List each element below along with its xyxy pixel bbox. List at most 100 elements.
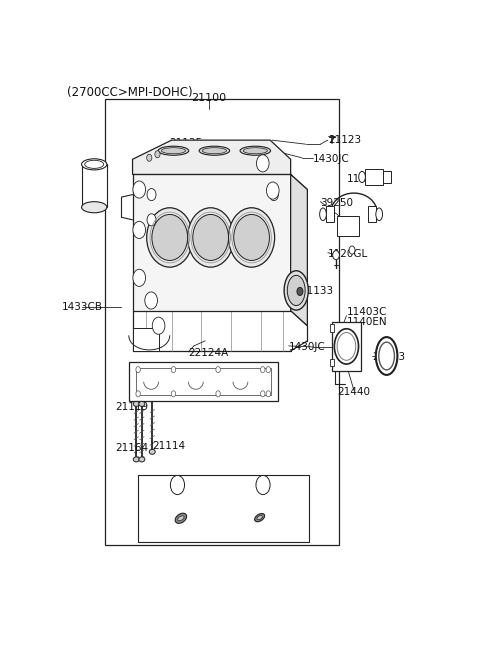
- Text: 1120GL: 1120GL: [328, 249, 368, 259]
- Circle shape: [136, 391, 140, 397]
- Ellipse shape: [158, 146, 189, 155]
- Text: 11403C: 11403C: [347, 307, 387, 317]
- Text: b: b: [260, 159, 265, 168]
- Text: 1430JC: 1430JC: [313, 155, 350, 164]
- Ellipse shape: [376, 208, 383, 221]
- Circle shape: [133, 181, 145, 198]
- Ellipse shape: [178, 516, 184, 521]
- Ellipse shape: [240, 146, 271, 155]
- Bar: [383, 171, 391, 183]
- Bar: [330, 324, 334, 332]
- Circle shape: [147, 189, 156, 200]
- Ellipse shape: [149, 449, 155, 455]
- Circle shape: [152, 317, 165, 334]
- Circle shape: [216, 367, 220, 373]
- Ellipse shape: [202, 147, 227, 154]
- Text: 21133: 21133: [300, 286, 333, 297]
- Circle shape: [133, 269, 145, 286]
- Circle shape: [147, 155, 152, 161]
- Text: (2700CC>MPI-DOHC): (2700CC>MPI-DOHC): [67, 86, 193, 99]
- Ellipse shape: [337, 333, 356, 360]
- Circle shape: [256, 155, 269, 172]
- Ellipse shape: [284, 271, 308, 310]
- Ellipse shape: [193, 214, 228, 261]
- Ellipse shape: [139, 402, 145, 406]
- FancyBboxPatch shape: [135, 368, 271, 396]
- Text: 21164: 21164: [115, 443, 148, 453]
- Ellipse shape: [335, 329, 359, 364]
- Ellipse shape: [188, 208, 234, 267]
- Ellipse shape: [243, 147, 267, 154]
- Text: 21100: 21100: [191, 93, 227, 103]
- Text: 1140AA: 1140AA: [347, 174, 387, 185]
- Ellipse shape: [257, 515, 262, 519]
- Text: 1433CB: 1433CB: [62, 301, 103, 312]
- Text: b: b: [156, 321, 161, 330]
- Ellipse shape: [82, 159, 107, 170]
- Circle shape: [256, 476, 270, 495]
- Text: b: b: [270, 186, 275, 195]
- Circle shape: [266, 391, 271, 397]
- Circle shape: [297, 288, 303, 295]
- Ellipse shape: [379, 342, 395, 370]
- Polygon shape: [132, 174, 290, 310]
- Text: 21443: 21443: [372, 352, 406, 362]
- Text: 39250: 39250: [321, 198, 353, 208]
- Ellipse shape: [133, 457, 139, 462]
- Polygon shape: [132, 140, 290, 174]
- Ellipse shape: [288, 275, 305, 305]
- Text: 21114: 21114: [152, 441, 185, 451]
- Ellipse shape: [85, 160, 104, 168]
- Text: 21119: 21119: [115, 402, 148, 413]
- Circle shape: [261, 391, 265, 397]
- Text: 1573CG: 1573CG: [222, 495, 262, 505]
- Text: 1573JK: 1573JK: [222, 528, 256, 538]
- Ellipse shape: [234, 214, 269, 261]
- Circle shape: [333, 251, 339, 259]
- Ellipse shape: [175, 514, 187, 523]
- Ellipse shape: [82, 202, 107, 213]
- Ellipse shape: [147, 208, 193, 267]
- Polygon shape: [290, 174, 307, 326]
- Circle shape: [133, 221, 145, 238]
- Circle shape: [261, 367, 265, 373]
- Bar: [82, 164, 107, 207]
- Circle shape: [171, 391, 176, 397]
- Ellipse shape: [133, 402, 139, 406]
- Circle shape: [145, 292, 157, 309]
- Ellipse shape: [320, 208, 326, 221]
- Circle shape: [171, 367, 176, 373]
- Circle shape: [170, 476, 184, 495]
- Bar: [365, 170, 383, 185]
- FancyBboxPatch shape: [129, 362, 277, 402]
- Text: 21135: 21135: [170, 138, 203, 148]
- Ellipse shape: [152, 214, 188, 261]
- Ellipse shape: [199, 146, 229, 155]
- Text: 22124A: 22124A: [188, 348, 228, 358]
- Bar: [132, 328, 159, 351]
- Text: 1573GF: 1573GF: [145, 514, 183, 523]
- Circle shape: [155, 151, 160, 158]
- Text: a: a: [137, 273, 142, 282]
- Text: 21123: 21123: [328, 135, 361, 145]
- Circle shape: [349, 246, 355, 254]
- Bar: [326, 206, 334, 222]
- Text: 21440: 21440: [337, 387, 371, 398]
- Circle shape: [216, 391, 220, 397]
- Ellipse shape: [255, 514, 264, 522]
- Bar: [332, 322, 361, 371]
- Ellipse shape: [228, 208, 275, 267]
- Bar: [138, 475, 309, 542]
- Bar: [330, 358, 334, 366]
- Ellipse shape: [359, 172, 365, 183]
- Text: a: a: [175, 481, 180, 489]
- Circle shape: [266, 367, 271, 373]
- Circle shape: [147, 214, 156, 226]
- Text: 1140EN: 1140EN: [347, 317, 387, 327]
- Ellipse shape: [376, 337, 397, 375]
- Bar: [368, 206, 376, 222]
- Text: 1573GC: 1573GC: [222, 513, 262, 523]
- Text: a: a: [137, 185, 142, 194]
- Text: b: b: [149, 296, 154, 305]
- Circle shape: [136, 367, 140, 373]
